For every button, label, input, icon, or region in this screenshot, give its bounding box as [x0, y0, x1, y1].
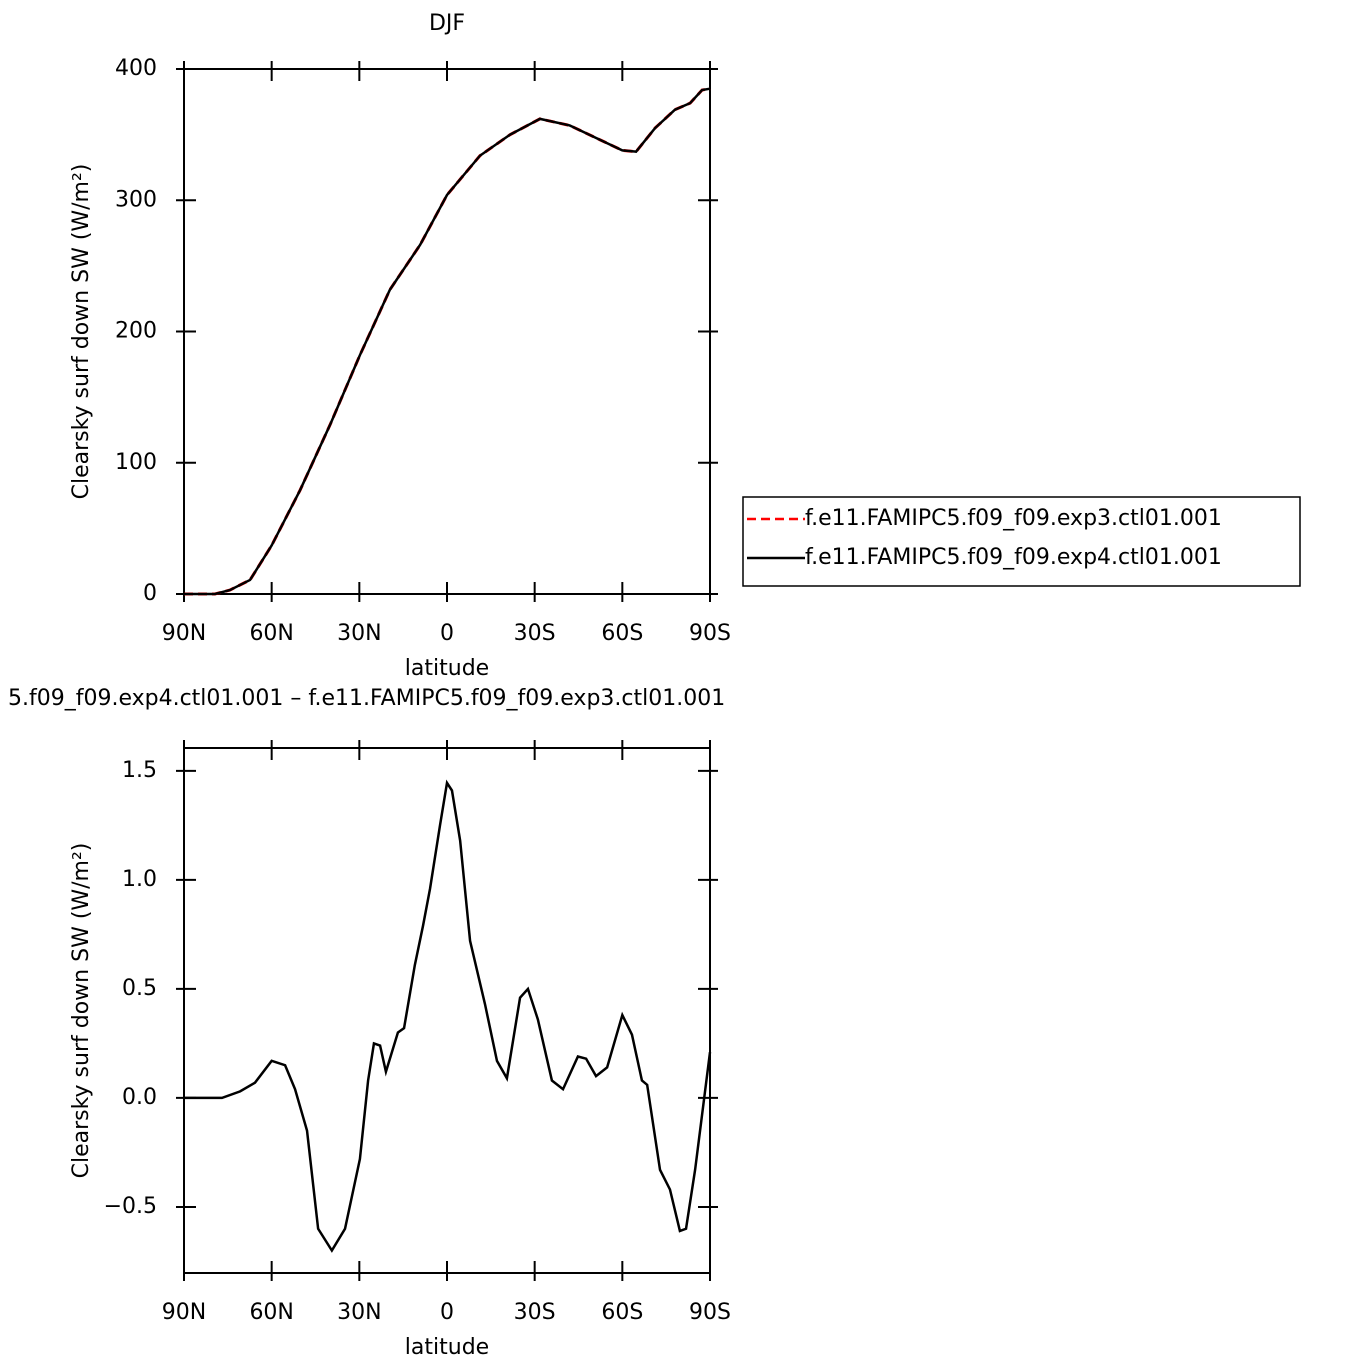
y-tick-label: 0.5: [122, 976, 157, 1001]
x-tick-label: 0: [440, 621, 454, 646]
x-tick-label: 60N: [249, 1300, 293, 1325]
x-tick-label: 0: [440, 1300, 454, 1325]
plot-frame: [183, 68, 711, 595]
y-tick-label: 1.0: [122, 867, 157, 892]
y-tick-label: 200: [115, 319, 157, 344]
y-tick-label: −0.5: [104, 1194, 157, 1219]
y-tick-label: 100: [115, 450, 157, 475]
x-tick-label: 60S: [601, 1300, 643, 1325]
x-tick-label: 30S: [514, 1300, 556, 1325]
y-tick-label: 1.5: [122, 758, 157, 783]
chart-title: DJF: [429, 11, 465, 36]
x-axis-label: latitude: [405, 656, 489, 681]
x-tick-label: 30N: [337, 621, 381, 646]
x-tick-label: 90S: [689, 1300, 731, 1325]
legend-label: f.e11.FAMIPC5.f09_f09.exp3.ctl01.001: [805, 506, 1222, 531]
y-tick-label: 400: [115, 56, 157, 81]
data-line: [184, 87, 711, 596]
y-tick-label: 0: [143, 581, 157, 606]
y-axis-label: Clearsky surf down SW (W/m²): [69, 164, 94, 500]
x-tick-label: 60S: [601, 621, 643, 646]
y-tick-label: 0.0: [122, 1085, 157, 1110]
x-tick-label: 30S: [514, 621, 556, 646]
chart-title: 5.f09_f09.exp4.ctl01.001 – f.e11.FAMIPC5…: [8, 686, 725, 711]
legend-box: [742, 496, 1301, 587]
legend-label: f.e11.FAMIPC5.f09_f09.exp4.ctl01.001: [805, 545, 1222, 570]
data-line: [184, 87, 711, 596]
x-tick-label: 60N: [249, 621, 293, 646]
plot-frame: [183, 747, 711, 1274]
data-line: [184, 779, 712, 1253]
y-axis-label: Clearsky surf down SW (W/m²): [69, 843, 94, 1179]
y-tick-label: 300: [115, 187, 157, 212]
x-tick-label: 30N: [337, 1300, 381, 1325]
x-tick-label: 90N: [162, 1300, 206, 1325]
x-axis-label: latitude: [405, 1335, 489, 1360]
x-tick-label: 90N: [162, 621, 206, 646]
x-tick-label: 90S: [689, 621, 731, 646]
